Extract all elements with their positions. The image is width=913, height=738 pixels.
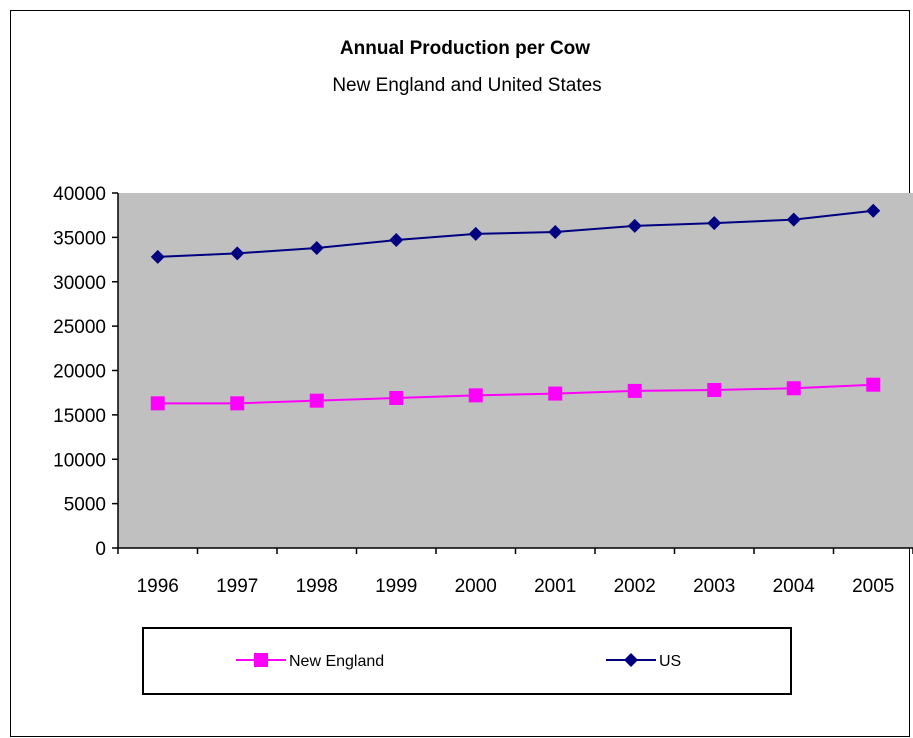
data-point-us (786, 212, 801, 227)
legend-item-new-england: New England (236, 653, 384, 670)
data-point-new-england (309, 393, 324, 408)
data-point-us (230, 246, 245, 261)
data-point-us (389, 233, 404, 248)
legend-item-us: US (606, 653, 681, 670)
x-tick-label: 2001 (534, 576, 576, 597)
data-point-us (150, 249, 165, 264)
x-tick-label: 2005 (852, 576, 894, 597)
y-tick-label: 20000 (53, 362, 106, 383)
legend-marker (624, 653, 638, 667)
y-tick-label: 35000 (53, 228, 106, 249)
data-point-us (309, 241, 324, 256)
y-tick-label: 30000 (53, 273, 106, 294)
legend: New England US (142, 627, 792, 695)
y-tick-label: 0 (95, 539, 106, 560)
data-point-new-england (150, 396, 165, 411)
x-tick-label: 1997 (216, 576, 258, 597)
data-point-us (468, 226, 483, 241)
chart-subtitle: New England and United States (332, 75, 601, 96)
data-point-us (627, 218, 642, 233)
data-point-new-england (230, 396, 245, 411)
x-axis-ticks: 1996 1997 1998 1999 2000 2001 2002 2003 2004 2005 (117, 548, 913, 597)
x-tick-label: 2003 (693, 576, 735, 597)
series-line-us (157, 209, 874, 258)
x-tick-label: 2000 (455, 576, 497, 597)
y-tick-label: 10000 (53, 450, 106, 471)
y-axis-ticks: 0 5000 10000 15000 20000 25000 30000 35000 40000 (53, 184, 118, 560)
data-point-new-england (627, 383, 642, 398)
data-point-new-england (786, 381, 801, 396)
legend-label: US (659, 653, 681, 670)
series-us (150, 203, 881, 264)
x-tick-label: 1999 (375, 576, 417, 597)
legend-marker (254, 653, 268, 667)
data-point-us (866, 203, 881, 218)
y-tick-label: 15000 (53, 406, 106, 427)
data-point-new-england (389, 391, 404, 406)
plot-area (118, 193, 913, 548)
y-tick-label: 40000 (53, 184, 106, 205)
x-tick-label: 1996 (137, 576, 179, 597)
x-tick-label: 1998 (296, 576, 338, 597)
data-point-new-england (468, 388, 483, 403)
y-tick-label: 5000 (64, 495, 106, 516)
data-point-us (707, 216, 722, 231)
data-point-new-england (866, 377, 881, 392)
chart-title: Annual Production per Cow (340, 38, 590, 59)
data-point-new-england (707, 383, 722, 398)
data-point-new-england (548, 386, 563, 401)
series-new-england (150, 377, 881, 411)
legend-label: New England (289, 653, 384, 670)
x-tick-label: 2004 (773, 576, 816, 597)
data-point-us (548, 225, 563, 240)
series-line-new-england (157, 383, 874, 405)
x-tick-label: 2002 (614, 576, 656, 597)
y-tick-label: 25000 (53, 317, 106, 338)
series-layer (150, 203, 881, 411)
